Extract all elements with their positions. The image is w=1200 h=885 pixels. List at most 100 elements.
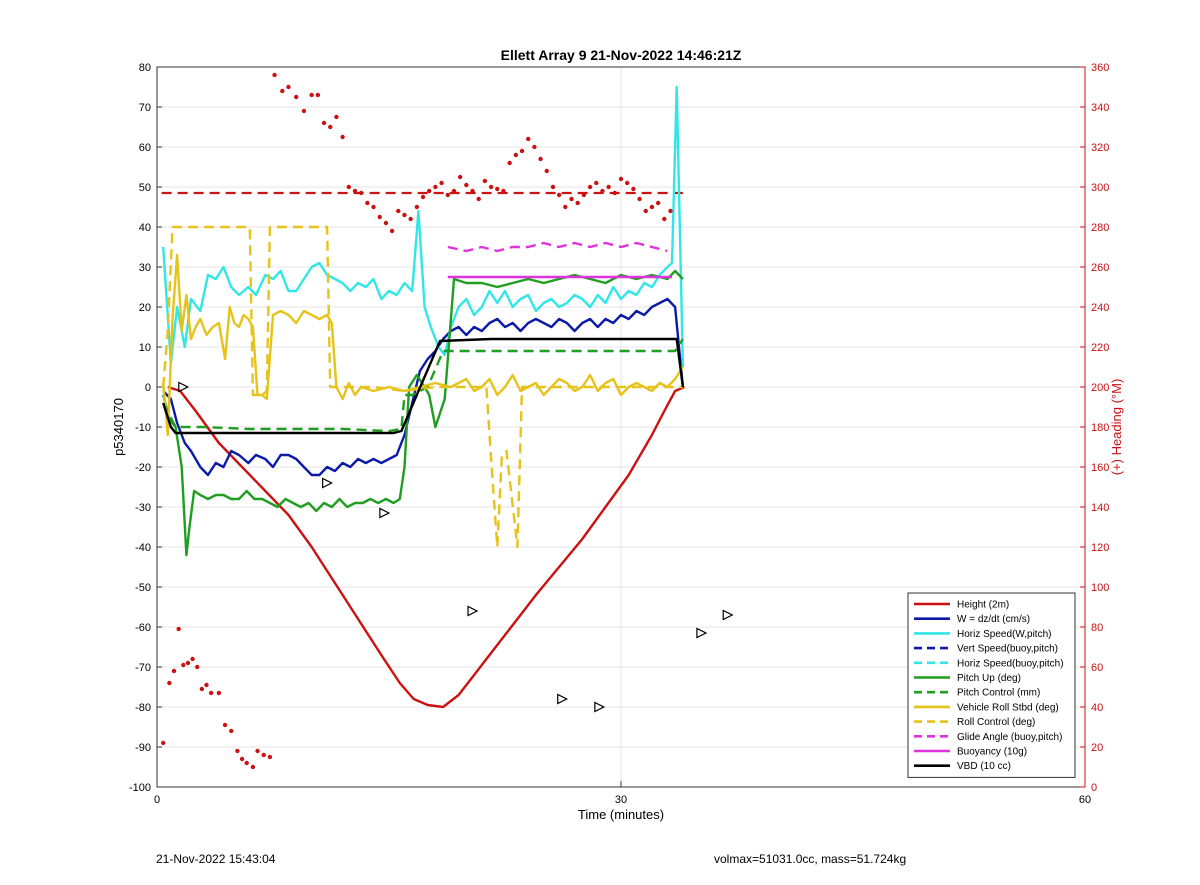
- legend-label: Glide Angle (buoy,pitch): [957, 732, 1062, 743]
- heading-point: [569, 196, 574, 202]
- y-tick-label-left: -20: [135, 462, 151, 474]
- triangle-markers-layer: [178, 381, 734, 713]
- heading-point: [239, 756, 245, 762]
- series-line-roll-control-deg-: [162, 225, 683, 549]
- y-tick-label-right: 300: [1091, 182, 1109, 194]
- axis-ticks: 0 30 6080706050403020100-10-20-30-40-50-60…: [129, 62, 1109, 806]
- series-line-pitch-up-deg-: [162, 269, 684, 557]
- heading-point: [470, 188, 475, 194]
- heading-point: [575, 200, 580, 206]
- heading-point: [538, 156, 543, 162]
- heading-point: [414, 204, 420, 210]
- height-marker-triangle: [178, 381, 190, 393]
- legend-label: W = dz/dt (cm/s): [957, 614, 1030, 625]
- legend-label: Roll Control (deg): [957, 717, 1035, 728]
- heading-point: [272, 72, 277, 78]
- heading-point: [371, 204, 376, 210]
- y-tick-label-left: -90: [135, 742, 151, 754]
- heading-point: [250, 764, 256, 770]
- y-tick-label-right: 360: [1091, 62, 1109, 74]
- heading-point: [358, 190, 364, 196]
- heading-point: [488, 184, 494, 190]
- x-tick-label: 30: [615, 794, 627, 806]
- y-axis-label-left: p5340170: [111, 398, 126, 456]
- heading-point: [294, 94, 299, 100]
- heading-point: [396, 208, 401, 214]
- heading-point: [606, 184, 611, 190]
- heading-point: [340, 134, 345, 140]
- y-tick-label-left: 60: [139, 142, 151, 154]
- heading-point: [563, 204, 568, 210]
- chart-title: Ellett Array 9 21-Nov-2022 14:46:21Z: [501, 47, 742, 63]
- heading-point: [309, 92, 314, 98]
- heading-point: [315, 92, 321, 98]
- legend-label: Height (2m): [957, 600, 1009, 611]
- heading-point: [216, 690, 222, 696]
- chart-legend: Height (2m) W = dz/dt (cm/s) Horiz Speed(W…: [907, 592, 1076, 778]
- heading-point: [507, 160, 512, 166]
- y-tick-label-right: 140: [1091, 502, 1109, 514]
- heading-point: [433, 184, 438, 190]
- heading-points-layer: [160, 72, 673, 770]
- heading-point: [587, 184, 593, 190]
- heading-point: [420, 194, 426, 200]
- heading-point: [513, 152, 519, 158]
- heading-point: [255, 748, 260, 754]
- y-tick-label-right: 280: [1091, 222, 1109, 234]
- heading-point: [402, 212, 407, 218]
- y-tick-label-left: -10: [135, 422, 151, 434]
- heading-point: [594, 180, 599, 186]
- series-layer: [162, 85, 685, 709]
- heading-point: [556, 192, 562, 198]
- footer-timestamp: 21-Nov-2022 15:43:04: [156, 852, 276, 866]
- y-tick-label-left: 30: [139, 262, 151, 274]
- heading-point: [229, 728, 234, 734]
- y-tick-label-left: 40: [139, 222, 151, 234]
- x-axis-label: Time (minutes): [578, 807, 664, 822]
- heading-point: [171, 668, 177, 674]
- heading-point: [649, 204, 655, 210]
- y-tick-label-right: 160: [1091, 462, 1109, 474]
- y-tick-label-right: 120: [1091, 542, 1109, 554]
- height-marker-triangle: [322, 477, 333, 489]
- heading-point: [427, 188, 432, 194]
- y-tick-label-right: 80: [1091, 622, 1103, 634]
- x-tick-label: 60: [1079, 794, 1091, 806]
- heading-point: [618, 176, 624, 182]
- heading-point: [662, 216, 667, 222]
- heading-point: [235, 748, 240, 754]
- height-marker-triangle: [594, 701, 606, 713]
- legend-label: Pitch Up (deg): [957, 673, 1021, 684]
- heading-point: [464, 182, 469, 188]
- x-tick-label: 0: [154, 794, 160, 806]
- height-marker-triangle: [696, 627, 708, 639]
- y-tick-label-left: -100: [129, 782, 151, 794]
- y-tick-label-left: -50: [135, 582, 151, 594]
- heading-point: [204, 682, 209, 688]
- heading-point: [482, 178, 488, 184]
- heading-point: [532, 144, 537, 150]
- heading-point: [544, 168, 549, 174]
- heading-point: [334, 114, 339, 120]
- heading-point: [612, 190, 618, 196]
- heading-point: [377, 214, 382, 220]
- height-marker-triangle: [379, 507, 391, 519]
- heading-point: [328, 124, 333, 130]
- heading-point: [280, 88, 285, 94]
- y-tick-label-left: 50: [139, 182, 151, 194]
- y-tick-label-right: 0: [1091, 782, 1097, 794]
- legend-label: Pitch Control (mm): [957, 688, 1040, 699]
- heading-point: [181, 662, 186, 668]
- heading-point: [389, 228, 395, 234]
- heading-point: [208, 690, 214, 696]
- heading-point: [457, 174, 463, 180]
- heading-point: [550, 184, 556, 190]
- heading-point: [668, 208, 673, 214]
- legend-label: VBD (10 cc): [957, 761, 1011, 772]
- heading-point: [643, 208, 648, 214]
- heading-point: [346, 184, 351, 190]
- series-line-pitch-control-mm-: [162, 338, 684, 433]
- y-tick-label-left: -30: [135, 502, 151, 514]
- legend-box: [907, 592, 1076, 778]
- heading-point: [624, 180, 630, 186]
